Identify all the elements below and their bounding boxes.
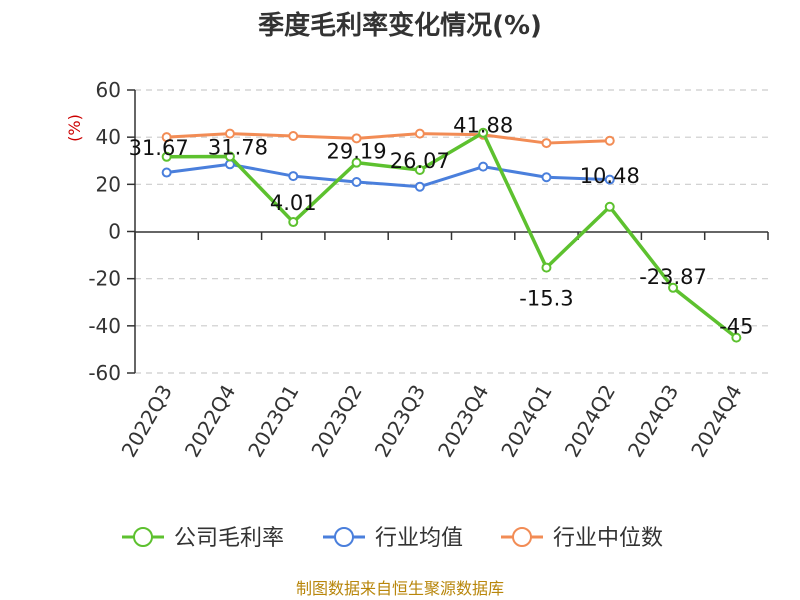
data-point[interactable] bbox=[351, 176, 362, 187]
data-label: 31.78 bbox=[208, 136, 268, 160]
data-label: -45 bbox=[719, 315, 753, 339]
data-label: 31.67 bbox=[129, 136, 189, 160]
legend-marker bbox=[512, 527, 532, 547]
data-point[interactable] bbox=[414, 128, 425, 139]
x-tick-label: 2023Q3 bbox=[370, 381, 430, 462]
x-tick-label: 2023Q4 bbox=[433, 381, 493, 462]
data-point[interactable] bbox=[288, 171, 299, 182]
x-tick-label: 2023Q2 bbox=[306, 381, 366, 462]
series-line bbox=[166, 132, 610, 145]
chart-title: 季度毛利率变化情况(%) bbox=[258, 10, 542, 41]
series-group bbox=[161, 127, 742, 343]
source-note: 制图数据来自恒生聚源数据库 bbox=[296, 579, 504, 598]
y-tick-label: 60 bbox=[96, 78, 121, 102]
data-point[interactable] bbox=[224, 151, 235, 162]
y-tick-label: 0 bbox=[108, 220, 121, 244]
x-tick-label: 2024Q4 bbox=[686, 381, 746, 462]
data-point[interactable] bbox=[668, 282, 679, 293]
x-tick-label: 2022Q3 bbox=[117, 381, 177, 462]
legend-label[interactable]: 公司毛利率 bbox=[174, 526, 284, 551]
data-point[interactable] bbox=[414, 165, 425, 176]
data-point[interactable] bbox=[414, 181, 425, 192]
legend-marker bbox=[334, 527, 354, 547]
data-point[interactable] bbox=[161, 132, 172, 143]
data-point[interactable] bbox=[288, 130, 299, 141]
data-point[interactable] bbox=[161, 167, 172, 178]
data-label: 29.19 bbox=[326, 140, 386, 164]
data-point[interactable] bbox=[224, 128, 235, 139]
x-tick-label: 2022Q4 bbox=[180, 381, 240, 462]
data-label: 41.88 bbox=[453, 114, 513, 138]
data-point[interactable] bbox=[161, 151, 172, 162]
y-axis-unit: (%) bbox=[65, 114, 84, 142]
data-point[interactable] bbox=[478, 161, 489, 172]
data-point[interactable] bbox=[351, 133, 362, 144]
data-point[interactable] bbox=[731, 332, 742, 343]
data-label: 26.07 bbox=[390, 149, 450, 173]
data-point[interactable] bbox=[351, 157, 362, 168]
data-point[interactable] bbox=[478, 127, 489, 138]
y-tick-label: -60 bbox=[88, 361, 121, 385]
legend-label[interactable]: 行业均值 bbox=[375, 526, 463, 551]
legend-label[interactable]: 行业中位数 bbox=[553, 526, 663, 551]
data-point[interactable] bbox=[541, 138, 552, 149]
data-label: 10.48 bbox=[580, 164, 640, 188]
legend[interactable]: 公司毛利率 行业均值 行业中位数 bbox=[122, 526, 663, 551]
y-tick-label: 40 bbox=[96, 125, 121, 149]
data-point[interactable] bbox=[604, 135, 615, 146]
legend-marker bbox=[133, 527, 153, 547]
x-tick-label: 2024Q1 bbox=[496, 381, 556, 462]
data-point[interactable] bbox=[541, 172, 552, 183]
x-tick-label: 2024Q3 bbox=[623, 381, 683, 462]
x-tick-label: 2023Q1 bbox=[243, 381, 303, 462]
y-tick-label: 20 bbox=[96, 172, 121, 196]
data-point[interactable] bbox=[541, 262, 552, 273]
data-point[interactable] bbox=[604, 174, 615, 185]
y-tick-label: -40 bbox=[88, 314, 121, 338]
data-point[interactable] bbox=[288, 217, 299, 228]
y-tick-label: -20 bbox=[88, 267, 121, 291]
data-point[interactable] bbox=[604, 201, 615, 212]
data-label: 4.01 bbox=[270, 191, 317, 215]
data-label: -23.87 bbox=[639, 265, 707, 289]
data-label: -15.3 bbox=[519, 287, 573, 311]
x-tick-label: 2024Q2 bbox=[560, 381, 620, 462]
series-line bbox=[166, 130, 738, 340]
